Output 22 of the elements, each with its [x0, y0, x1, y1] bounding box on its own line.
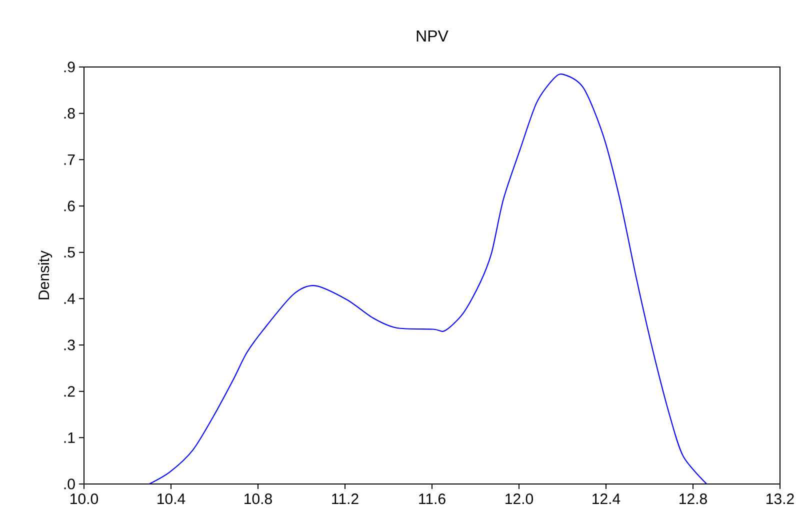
- chart-title: NPV: [416, 30, 448, 42]
- y-tick-label: .5: [64, 247, 75, 258]
- y-tick-label: .4: [64, 294, 76, 304]
- y-tick-label: .3: [64, 340, 75, 350]
- y-tick-label: .9: [64, 62, 75, 72]
- y-tick-label: .8: [64, 108, 75, 119]
- y-tick-label: .2: [64, 386, 75, 397]
- y-tick-label: .1: [64, 432, 75, 443]
- x-tick-label: 10.8: [244, 494, 272, 504]
- x-tick-label: 12.0: [506, 494, 534, 504]
- x-tick-label: 10.0: [70, 494, 98, 504]
- y-axis-title: Density: [38, 250, 52, 300]
- y-tick-label: .6: [64, 200, 75, 212]
- x-tick-label: 11.2: [332, 494, 358, 504]
- line-series: [148, 74, 708, 485]
- x-tick-label: 12.4: [592, 494, 620, 504]
- x-tick-label: 10.4: [158, 494, 186, 504]
- y-tick-label: .0: [64, 478, 75, 490]
- y-tick-label: .7: [64, 154, 75, 165]
- x-tick-label: 13.2: [766, 494, 794, 504]
- x-tick-label: 12.8: [680, 494, 707, 504]
- x-tick-label: 11.6: [419, 494, 446, 504]
